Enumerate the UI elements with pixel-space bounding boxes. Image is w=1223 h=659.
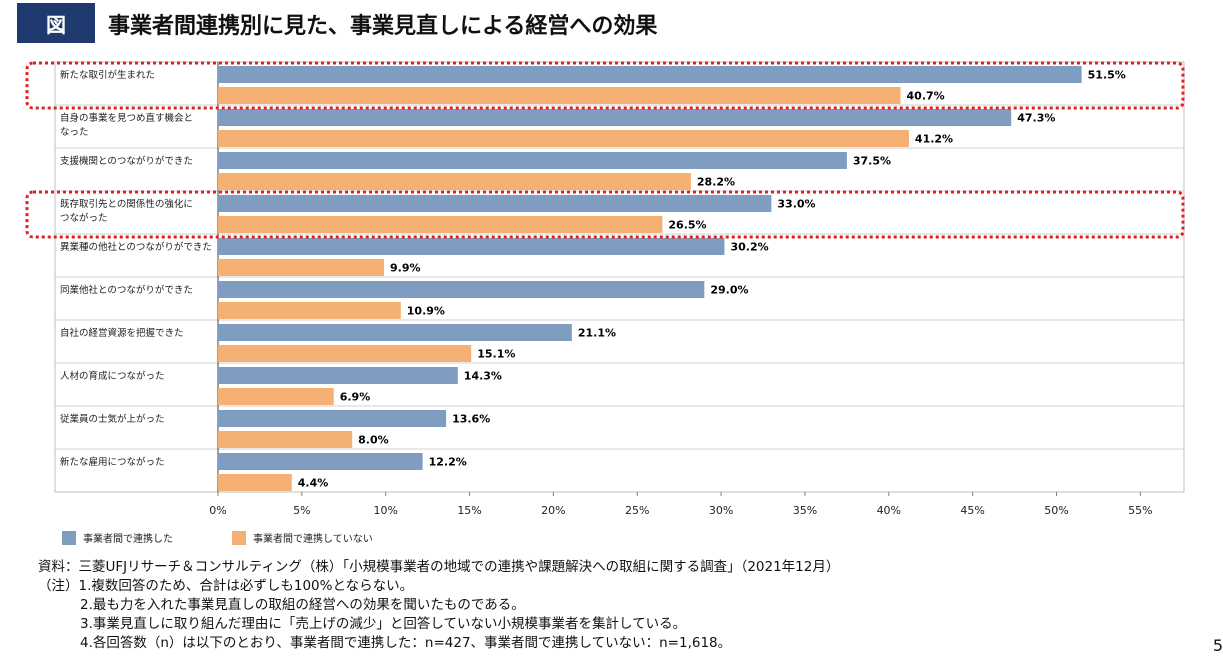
value-label-connected: 21.1% (578, 327, 616, 340)
x-tick-label: 55% (1128, 504, 1152, 517)
bar-connected (218, 324, 572, 341)
x-tick-label: 15% (457, 504, 481, 517)
bar-not-connected (218, 259, 385, 276)
value-label-connected: 14.3% (464, 370, 502, 383)
bar-not-connected (218, 173, 691, 190)
value-label-connected: 51.5% (1088, 69, 1126, 82)
legend-swatch-not-connected (232, 530, 246, 545)
value-label-connected: 37.5% (853, 155, 891, 168)
bar-connected (218, 281, 705, 298)
x-tick-label: 35% (793, 504, 817, 517)
page-title: 事業者間連携別に見た、事業見直しによる経営への効果 (108, 14, 658, 39)
bar-not-connected (218, 431, 353, 448)
x-tick-label: 10% (373, 504, 397, 517)
value-label-not-connected: 28.2% (697, 176, 735, 189)
highlight-box (25, 61, 1185, 110)
legend-label-connected: 事業者間で連携した (83, 534, 173, 545)
value-label-not-connected: 4.4% (298, 477, 329, 490)
category-label: なった (60, 127, 89, 138)
category-label: 新たな取引が生まれた (60, 69, 155, 81)
x-tick-label: 45% (960, 504, 984, 517)
bar-connected (218, 367, 458, 384)
value-label-connected: 12.2% (429, 456, 467, 469)
bar-not-connected (218, 87, 901, 104)
category-label: つながった (60, 212, 108, 224)
x-tick-label: 30% (709, 504, 733, 517)
bar-connected (218, 109, 1012, 126)
category-label: 同業他社とのつながりができた (60, 284, 193, 296)
note-1: （注）1.複数回答のため、合計は必ずしも100%とならない。 (38, 578, 414, 594)
figure-badge: 図 (17, 3, 95, 43)
note-4: 4.各回答数（n）は以下のとおり、事業者間で連携した：n=427、事業者間で連携… (80, 635, 732, 651)
bar-not-connected (218, 388, 334, 405)
value-label-not-connected: 8.0% (358, 434, 389, 447)
value-label-not-connected: 6.9% (340, 391, 371, 404)
note-3: 3.事業見直しに取り組んだ理由に「売上げの減少」と回答していない小規模事業者を集… (80, 616, 687, 632)
bar-not-connected (218, 474, 292, 491)
value-label-not-connected: 41.2% (915, 133, 953, 146)
x-tick-label: 25% (625, 504, 649, 517)
bar-connected (218, 152, 847, 169)
x-tick-label: 5% (293, 504, 310, 517)
value-label-not-connected: 15.1% (477, 348, 515, 361)
bar-connected (218, 410, 447, 427)
value-label-connected: 29.0% (710, 284, 748, 297)
bar-not-connected (218, 216, 663, 233)
category-label: 既存取引先との関係性の強化に (60, 198, 193, 210)
legend-item-connected: 事業者間で連携した (62, 530, 173, 545)
value-label-not-connected: 9.9% (390, 262, 421, 275)
x-tick-label: 20% (541, 504, 565, 517)
bar-connected (218, 66, 1082, 83)
value-label-connected: 47.3% (1017, 112, 1055, 125)
source-note: 資料：三菱UFJリサーチ＆コンサルティング（株）「小規模事業者の地域での連携や課… (38, 559, 840, 575)
value-label-connected: 13.6% (452, 413, 490, 426)
legend-swatch-connected (62, 530, 76, 545)
note-2: 2.最も力を入れた事業見直しの取組の経営への効果を聞いたものである。 (80, 597, 525, 613)
value-label-not-connected: 26.5% (668, 219, 706, 232)
x-tick-label: 0% (209, 504, 226, 517)
notes: 資料：三菱UFJリサーチ＆コンサルティング（株）「小規模事業者の地域での連携や課… (38, 558, 839, 653)
bar-connected (218, 238, 725, 255)
bar-connected (218, 453, 423, 470)
category-label: 自社の経営資源を把握できた (60, 327, 184, 339)
bar-not-connected (218, 130, 909, 147)
category-label: 人材の育成につながった (60, 370, 165, 382)
x-tick-label: 40% (877, 504, 901, 517)
legend-item-not-connected: 事業者間で連携していない (232, 530, 373, 545)
highlight-box (25, 190, 1185, 239)
value-label-not-connected: 40.7% (907, 90, 945, 103)
category-label: 従業員の士気が上がった (60, 413, 165, 425)
category-label: 自身の事業を見つめ直す機会と (60, 112, 193, 124)
category-label: 支援機関とのつながりができた (60, 155, 193, 167)
x-tick-label: 50% (1044, 504, 1068, 517)
bar-not-connected (218, 302, 401, 319)
bar-not-connected (218, 345, 472, 362)
value-label-connected: 30.2% (730, 241, 768, 254)
value-label-connected: 33.0% (777, 198, 815, 211)
category-label: 新たな雇用につながった (60, 456, 165, 468)
value-label-not-connected: 10.9% (407, 305, 445, 318)
legend-label-not-connected: 事業者間で連携していない (253, 534, 373, 545)
bar-connected (218, 195, 772, 212)
page-number: 5 (1212, 636, 1223, 655)
category-label: 異業種の他社とのつながりができた (60, 241, 212, 253)
